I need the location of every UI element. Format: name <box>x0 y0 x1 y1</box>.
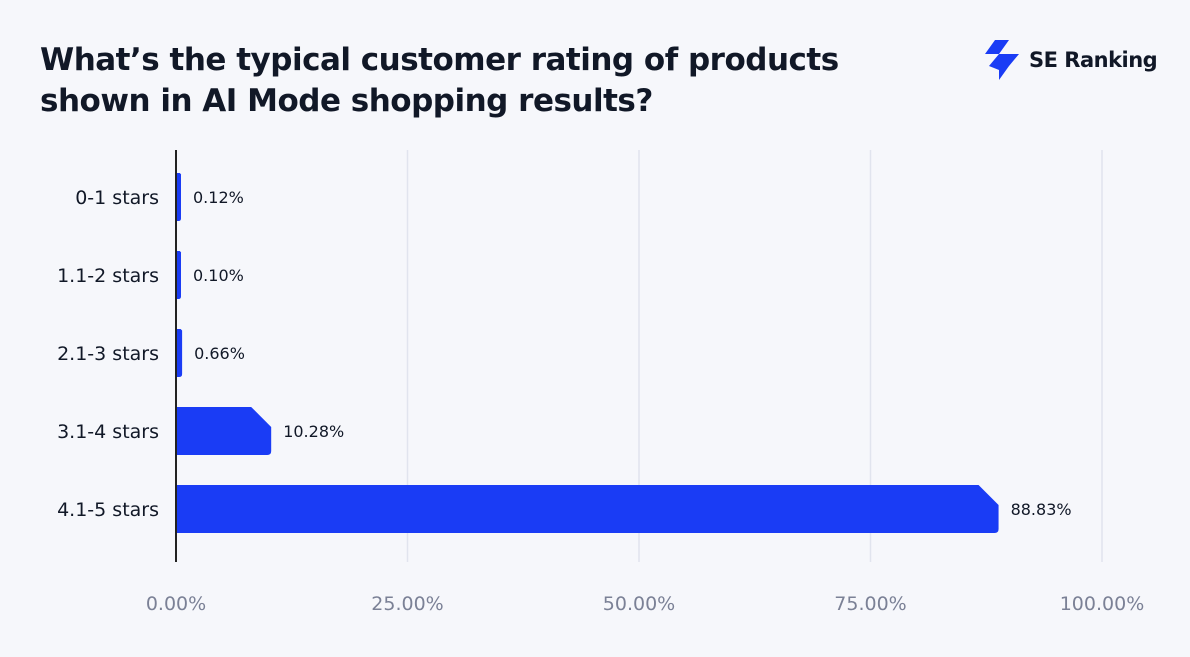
data-label: 0.10% <box>193 266 244 285</box>
bar <box>176 173 181 221</box>
data-label: 0.12% <box>193 188 244 207</box>
x-tick-label: 100.00% <box>1060 593 1145 615</box>
x-tick-label: 50.00% <box>603 593 675 615</box>
chart-title: What’s the typical customer rating of pr… <box>40 42 839 119</box>
bar <box>176 485 999 533</box>
brand-name: SE Ranking <box>1029 48 1158 72</box>
bar <box>176 407 272 455</box>
se-ranking-logo-icon <box>985 40 1019 80</box>
data-label: 10.28% <box>283 422 344 441</box>
category-label: 1.1-2 stars <box>57 265 159 287</box>
category-label: 0-1 stars <box>75 187 159 209</box>
brand-logo: SE Ranking <box>985 40 1158 80</box>
category-label: 4.1-5 stars <box>57 499 159 521</box>
category-label: 2.1-3 stars <box>57 343 159 365</box>
x-tick-label: 75.00% <box>834 593 906 615</box>
bar <box>176 251 181 299</box>
x-tick-label: 0.00% <box>146 593 206 615</box>
bar <box>176 329 183 377</box>
data-label: 88.83% <box>1011 500 1072 519</box>
category-label: 3.1-4 stars <box>57 421 159 443</box>
data-label: 0.66% <box>194 344 245 363</box>
x-tick-label: 25.00% <box>371 593 443 615</box>
